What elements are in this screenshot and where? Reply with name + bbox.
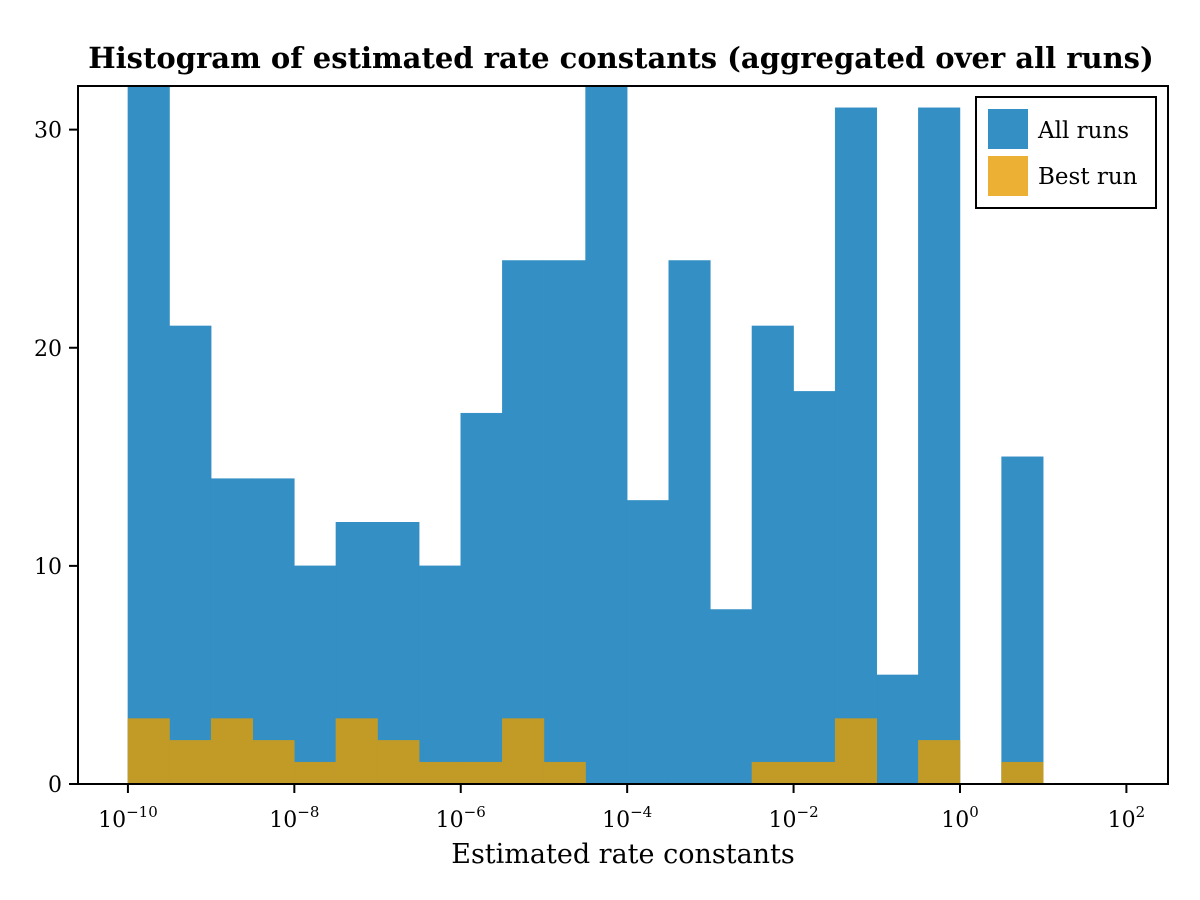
all-runs-bar — [169, 325, 212, 785]
x-tick-label: 100 — [941, 803, 979, 833]
legend-swatch-best-run — [988, 156, 1028, 196]
best-run-bar — [918, 740, 961, 785]
best-run-bar — [834, 718, 878, 785]
x-axis: 10−10 10−8 10−6 10−4 10−2 100 102 — [98, 784, 1145, 833]
all-runs-bar — [418, 565, 461, 785]
y-tick-label: 0 — [48, 773, 62, 798]
x-tick-label: 10−4 — [602, 803, 652, 833]
all-runs-bar — [918, 107, 961, 785]
best-run-bar — [252, 740, 295, 785]
all-runs-bar — [876, 674, 919, 785]
all-runs-bar — [543, 260, 586, 785]
best-run-bar — [1001, 761, 1044, 785]
all-runs-bar — [668, 260, 711, 785]
x-tick-label: 10−10 — [98, 803, 158, 833]
y-tick-label: 30 — [34, 119, 62, 144]
all-runs-bar — [252, 478, 295, 785]
x-tick-label: 102 — [1108, 803, 1146, 833]
all-runs-bar — [502, 260, 545, 785]
best-run-bar — [127, 718, 170, 785]
best-run-bar — [751, 761, 794, 785]
all-runs-bar — [793, 391, 836, 785]
all-runs-bar — [710, 609, 753, 785]
legend-label-all-runs: All runs — [1037, 118, 1129, 144]
x-tick-label: 10−6 — [436, 803, 486, 833]
x-tick-label: 10−2 — [769, 803, 819, 833]
all-runs-bars — [127, 85, 1044, 785]
x-tick-label: 10−8 — [269, 803, 319, 833]
y-tick-label: 20 — [34, 337, 62, 362]
chart-title: Histogram of estimated rate constants (a… — [88, 41, 1153, 75]
legend: All runs Best run — [975, 96, 1157, 209]
x-axis-label: Estimated rate constants — [451, 839, 795, 870]
y-axis: 0 10 20 30 — [34, 119, 78, 798]
legend-label-best-run: Best run — [1038, 164, 1138, 190]
all-runs-bar — [626, 500, 670, 785]
all-runs-bar — [460, 412, 503, 785]
all-runs-bar — [294, 565, 337, 785]
legend-swatch-all-runs — [988, 109, 1028, 149]
all-runs-bar — [751, 325, 794, 785]
best-run-bar — [294, 761, 337, 785]
all-runs-bar — [127, 85, 170, 785]
best-run-bar — [460, 761, 503, 785]
all-runs-bar — [1001, 456, 1044, 785]
best-run-bars — [127, 718, 1044, 785]
all-runs-bar — [585, 85, 628, 785]
best-run-bar — [335, 718, 378, 785]
all-runs-bar — [834, 107, 878, 785]
plot-frame — [77, 85, 1169, 785]
best-run-bar — [377, 740, 420, 785]
best-run-bar — [169, 740, 212, 785]
best-run-bar — [502, 718, 545, 785]
best-run-bar — [418, 761, 461, 785]
best-run-bar — [210, 718, 253, 785]
best-run-bar — [793, 761, 836, 785]
best-run-bar — [543, 761, 586, 785]
y-tick-label: 10 — [34, 555, 62, 580]
